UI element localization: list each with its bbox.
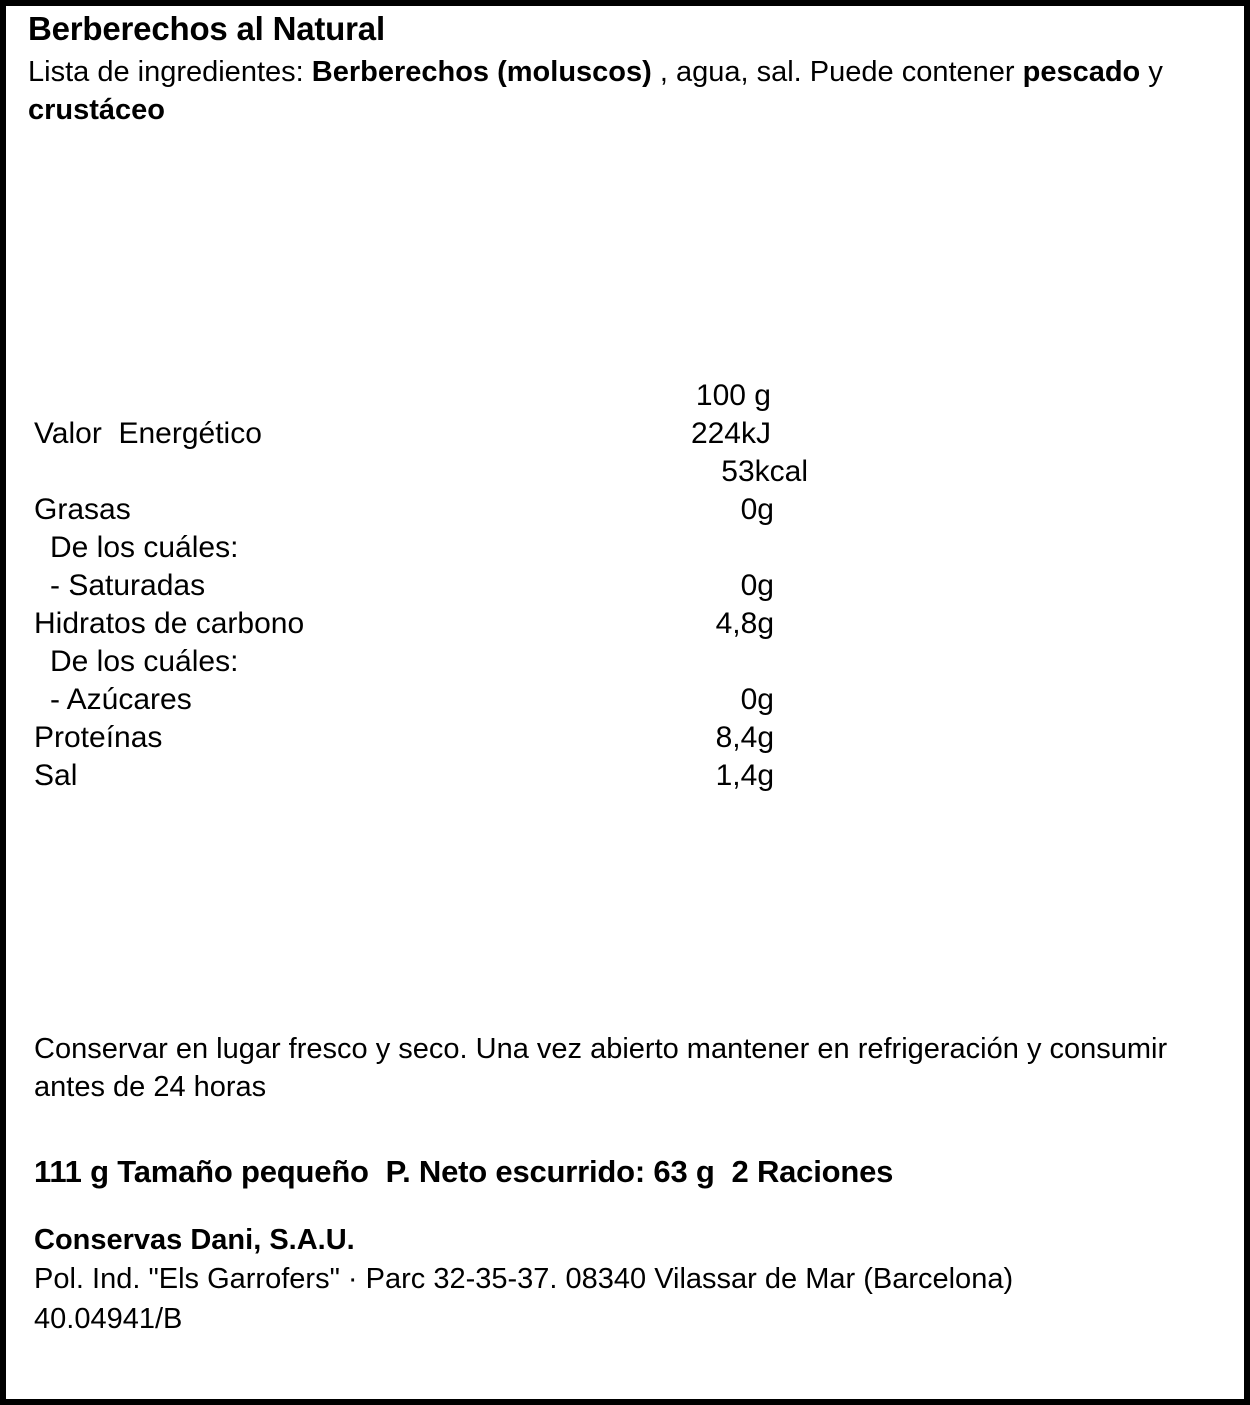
nutrient-value-kj: 224kJ — [690, 417, 771, 450]
nutrient-label: De los cuáles: — [50, 645, 239, 678]
nutrient-value: 8,4g — [715, 721, 774, 754]
nutrient-label: Hidratos de carbono — [34, 607, 305, 640]
nutrient-value: 0g — [740, 683, 774, 716]
ingredient-main: Berberechos (moluscos) — [311, 56, 652, 88]
manufacturer-address: Pol. Ind. "Els Garrofers" · Parc 32-35-3… — [34, 1263, 1014, 1296]
table-row-carbs-ofwhich: De los cuáles: — [34, 647, 794, 685]
nutrient-value: 0g — [740, 569, 774, 602]
table-row-fat-ofwhich: De los cuáles: — [34, 533, 794, 571]
nutrient-label: Sal — [34, 759, 78, 792]
manufacturer-info: Conservas Dani, S.A.U. Pol. Ind. "Els Ga… — [34, 1221, 1194, 1339]
ingredients-conjunction: y — [1140, 56, 1163, 88]
nutrient-value-kcal: 53kcal — [721, 455, 808, 488]
table-row-carbohydrates: Hidratos de carbono 4,8g — [34, 609, 794, 647]
manufacturer-name: Conservas Dani, S.A.U. — [34, 1224, 355, 1256]
nutrient-value: 4,8g — [715, 607, 774, 640]
table-row-fat: Grasas 0g — [34, 495, 794, 533]
nutrient-label: Proteínas — [34, 721, 163, 754]
health-registration-number: 40.04941/B — [34, 1302, 183, 1335]
table-row-saturates: - Saturadas 0g — [34, 571, 794, 609]
nutrient-label: Valor Energético — [34, 417, 262, 450]
table-row-protein: Proteínas 8,4g — [34, 723, 794, 761]
table-row-energy: Valor Energético 224kJ — [34, 419, 794, 457]
nutrition-header-row: 100 g — [34, 381, 794, 419]
table-row-salt: Sal 1,4g — [34, 761, 794, 799]
nutrient-label: - Saturadas — [50, 569, 206, 602]
serving-size-header: 100 g — [695, 379, 771, 412]
label-content: Berberechos al Natural Lista de ingredie… — [28, 6, 1230, 1399]
storage-instructions: Conservar en lugar fresco y seco. Una ve… — [34, 1033, 1168, 1104]
nutrient-value: 0g — [740, 493, 774, 526]
ingredients-label: Lista de ingredientes: — [28, 56, 312, 88]
page-title: Berberechos al Natural — [28, 10, 385, 47]
nutrient-label: De los cuáles: — [50, 531, 239, 564]
table-row-sugars: - Azúcares 0g — [34, 685, 794, 723]
nutrition-table: 100 g Valor Energético 224kJ 53kcal Gras… — [34, 381, 808, 799]
nutrient-label: Grasas — [34, 493, 131, 526]
ingredients-list: Lista de ingredientes: Berberechos (molu… — [28, 54, 1163, 129]
allergen-pescado: pescado — [1022, 56, 1141, 88]
ingredients-rest: , agua, sal. Puede contener — [651, 56, 1023, 88]
net-weight-and-servings: 111 g Tamaño pequeño P. Neto escurrido: … — [34, 1154, 894, 1189]
nutrient-value: 1,4g — [715, 759, 774, 792]
allergen-crustaceo: crustáceo — [28, 93, 166, 126]
table-row-energy-kcal: 53kcal — [34, 457, 808, 495]
nutrient-label: - Azúcares — [50, 683, 192, 716]
